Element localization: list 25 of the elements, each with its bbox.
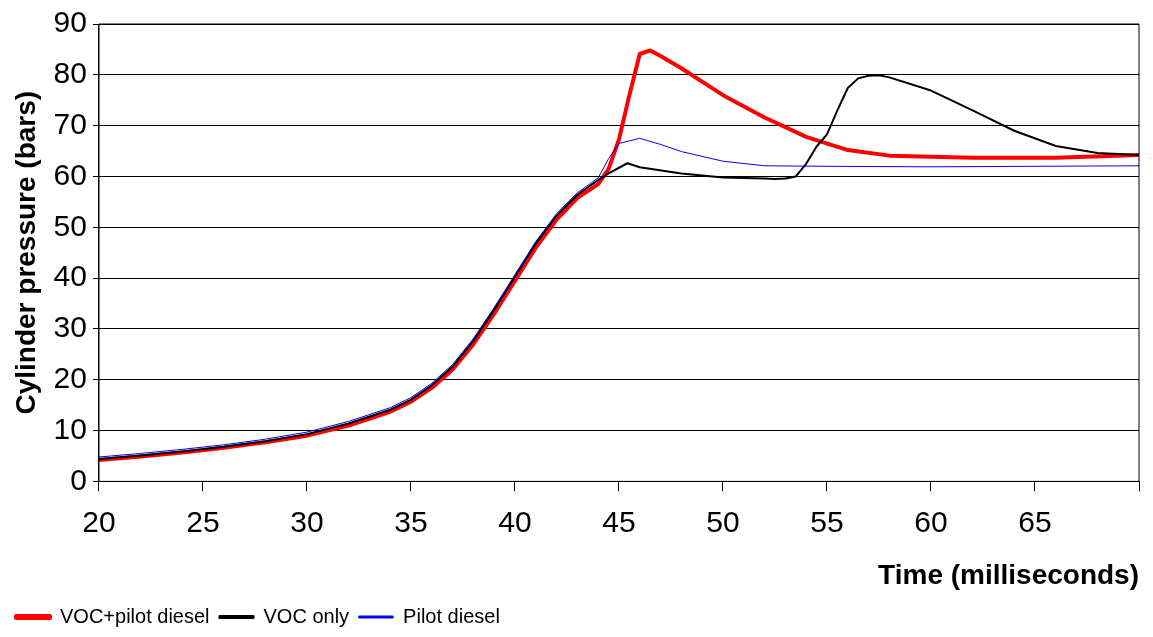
x-tick-label: 65 (1018, 504, 1052, 538)
y-tick-label: 70 (53, 106, 87, 140)
x-axis-title: Time (milliseconds) (878, 558, 1139, 590)
y-axis-title: Cylinder pressure (bars) (9, 90, 41, 415)
legend-label: VOC+pilot diesel (60, 604, 210, 627)
x-tick-label: 55 (810, 504, 844, 538)
x-tick-label: 40 (498, 504, 532, 538)
y-tick-label: 80 (53, 56, 87, 90)
y-tick-label: 0 (70, 462, 87, 496)
y-tick-label: 50 (53, 208, 87, 242)
y-tick-label: 60 (53, 157, 87, 191)
x-tick-label: 35 (394, 504, 428, 538)
y-tick-label: 10 (53, 411, 87, 445)
y-tick-label: 90 (53, 5, 87, 39)
y-tick-label: 40 (53, 259, 87, 293)
x-tick-label: 20 (82, 504, 116, 538)
x-tick-label: 50 (706, 504, 740, 538)
x-tick-label: 60 (914, 504, 948, 538)
y-tick-label: 30 (53, 310, 87, 344)
x-tick-label: 25 (186, 504, 220, 538)
legend-label: VOC only (263, 604, 350, 627)
legend-label: Pilot diesel (403, 604, 500, 627)
y-tick-label: 20 (53, 361, 87, 395)
x-tick-label: 30 (290, 504, 324, 538)
x-tick-label: 45 (602, 504, 636, 538)
